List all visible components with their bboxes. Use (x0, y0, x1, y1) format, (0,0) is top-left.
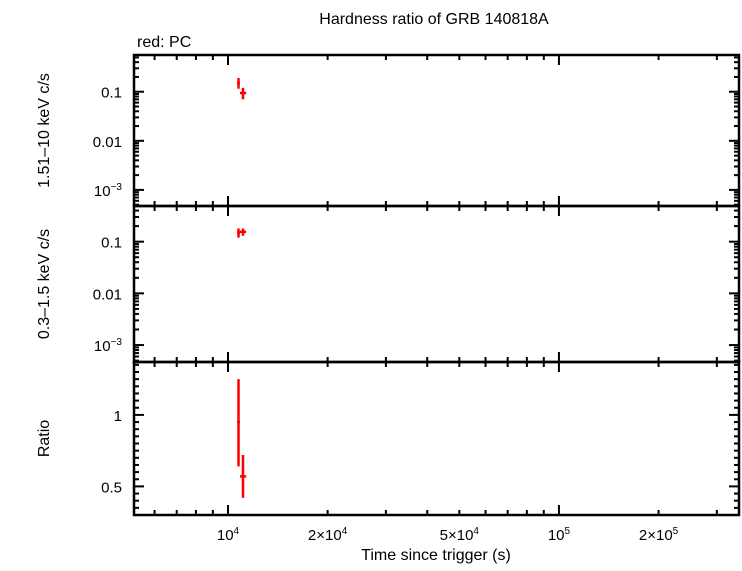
y-tick-label-base: 1 (114, 408, 122, 425)
y-tick-label: 0.5 (101, 479, 122, 496)
x-tick-label: 5×104 (440, 526, 480, 544)
y-tick-label: 0.01 (93, 134, 122, 151)
x-tick-label: 105 (548, 526, 571, 544)
x-tick-label-base: 10 (548, 527, 565, 544)
x-tick-label-base: 5×10 (440, 527, 474, 544)
y-tick-label-base: 0.1 (101, 85, 122, 102)
y-tick-label: 10−3 (94, 337, 123, 355)
x-tick-label-base: 2×10 (308, 527, 342, 544)
y-axis-label: Ratio (36, 420, 53, 457)
panel-frame-2 (132, 360, 741, 517)
y-tick-label-base: 0.01 (93, 134, 122, 151)
panel-frame-0 (132, 53, 741, 208)
panel-frame-1 (132, 204, 741, 364)
x-axis-label: Time since trigger (s) (361, 547, 511, 564)
x-tick-label-exponent: 4 (473, 526, 479, 537)
y-tick-label: 10−3 (94, 182, 123, 200)
y-tick-label: 1 (114, 408, 122, 425)
y-axis-label: 0.3–1.5 keV c/s (36, 229, 53, 339)
y-tick-label-base: 0.5 (101, 479, 122, 496)
x-tick-label: 2×105 (639, 526, 679, 544)
y-tick-label: 0.1 (101, 235, 122, 252)
x-tick-label-base: 10 (217, 527, 234, 544)
y-tick-label-base: 0.1 (101, 235, 122, 252)
y-tick-label-base: 10 (94, 183, 111, 200)
x-tick-label-exponent: 4 (234, 526, 240, 537)
x-tick-label-exponent: 5 (565, 526, 571, 537)
y-axis-label: 1.51–10 keV c/s (36, 73, 53, 188)
x-tick-label: 2×104 (308, 526, 348, 544)
y-tick-label: 0.01 (93, 286, 122, 303)
y-tick-label: 0.1 (101, 85, 122, 102)
y-tick-label-base: 10 (94, 338, 111, 355)
x-tick-label-base: 2×10 (639, 527, 673, 544)
y-tick-label-exponent: −3 (111, 182, 123, 193)
y-tick-label-exponent: −3 (111, 337, 123, 348)
x-tick-label: 104 (217, 526, 240, 544)
legend-note: red: PC (137, 34, 191, 51)
x-tick-label-exponent: 5 (673, 526, 679, 537)
chart-title: Hardness ratio of GRB 140818A (319, 11, 549, 28)
y-tick-label-base: 0.01 (93, 286, 122, 303)
x-tick-label-exponent: 4 (342, 526, 348, 537)
